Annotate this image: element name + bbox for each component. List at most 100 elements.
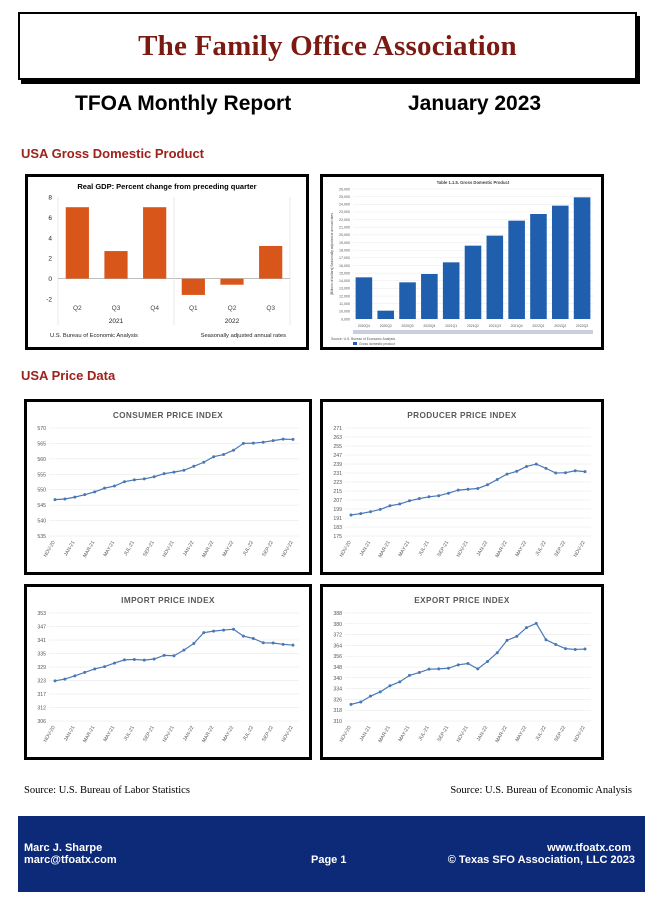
- data-point: [63, 677, 67, 681]
- x-tick-label: NOV-20: [43, 725, 57, 744]
- year-label: 2022: [225, 318, 240, 325]
- y-tick-label: 326: [333, 697, 342, 703]
- footer-email[interactable]: marc@tfoatx.com: [24, 854, 117, 866]
- data-point: [495, 651, 499, 655]
- x-tick-label: MAY-22: [514, 540, 528, 558]
- y-tick-label: 24,000: [339, 203, 350, 207]
- x-tick-label: NOV-22: [281, 540, 295, 559]
- data-point: [103, 665, 107, 669]
- data-point: [408, 499, 411, 503]
- y-tick-label: 175: [333, 534, 342, 540]
- association-name: The Family Office Association: [138, 29, 517, 62]
- data-point: [251, 636, 255, 640]
- x-tick-label: NOV-21: [456, 540, 470, 559]
- data-point: [113, 661, 116, 665]
- data-point: [456, 663, 460, 667]
- y-tick-label: 560: [37, 457, 46, 463]
- x-tick-label: NOV-21: [162, 725, 176, 744]
- x-tick-label: JUL-22: [242, 540, 255, 557]
- data-point: [427, 667, 431, 671]
- data-point: [398, 680, 402, 684]
- data-point: [544, 638, 548, 642]
- x-tick-label: Q2: [228, 305, 237, 312]
- data-point: [281, 642, 285, 646]
- y-tick-label: 570: [37, 426, 46, 432]
- x-tick-label: JAN-21: [359, 540, 373, 558]
- data-point: [162, 653, 166, 657]
- x-tick-label: Q2: [73, 305, 82, 312]
- x-tick-label: 2020Q2: [380, 324, 392, 328]
- x-tick-label: SEP-21: [142, 725, 156, 743]
- data-point: [172, 654, 176, 658]
- footer-website[interactable]: www.tfoatx.com: [547, 842, 631, 854]
- bar: [220, 278, 244, 285]
- y-tick-label: 23,000: [339, 210, 350, 214]
- data-point: [417, 671, 421, 675]
- x-tick-label: MAY-22: [221, 725, 235, 743]
- y-tick-label: 372: [333, 633, 342, 639]
- bar: [65, 207, 89, 279]
- data-point: [241, 441, 245, 445]
- data-point: [486, 659, 489, 663]
- y-tick-label: 364: [333, 643, 342, 649]
- y-tick-label: 348: [333, 665, 342, 671]
- legend-swatch: [353, 342, 357, 345]
- chart-title: Table 1.1.5. Gross Domestic Product: [437, 180, 510, 185]
- y-tick-label: 353: [37, 611, 46, 617]
- y-tick-label: 6: [48, 215, 52, 222]
- data-point: [182, 468, 186, 472]
- legend-label: Gross domestic product: [359, 342, 395, 346]
- y-tick-label: 340: [333, 676, 342, 682]
- data-point: [427, 495, 431, 499]
- data-point: [515, 634, 519, 638]
- bar: [486, 235, 504, 319]
- data-point: [534, 462, 538, 466]
- data-point: [349, 513, 353, 517]
- y-tick-label: 263: [333, 435, 342, 441]
- y-tick-label: 329: [37, 665, 46, 671]
- data-point: [222, 453, 226, 457]
- x-tick-label: Q3: [266, 305, 275, 312]
- data-point: [192, 464, 196, 468]
- x-tick-label: MAY-21: [397, 725, 411, 743]
- price-section-title: USA Price Data: [21, 368, 116, 383]
- y-tick-label: 239: [333, 462, 342, 468]
- x-tick-label: MAR-21: [82, 540, 96, 559]
- y-tick-label: -2: [46, 297, 52, 304]
- footer-page-number: Page 1: [311, 854, 347, 866]
- data-point: [113, 484, 116, 488]
- y-tick-label: 215: [333, 489, 342, 495]
- x-tick-label: 2021Q3: [489, 324, 501, 328]
- bar: [551, 205, 569, 319]
- x-tick-label: 2021Q2: [467, 324, 479, 328]
- x-axis-band: [353, 330, 593, 334]
- real-gdp-svg: Real GDP: Percent change from preceding …: [46, 182, 291, 339]
- data-point: [53, 498, 57, 502]
- x-tick-label: JAN-21: [63, 725, 77, 743]
- bar: [259, 245, 283, 279]
- x-tick-label: NOV-22: [573, 725, 587, 744]
- data-point: [525, 464, 528, 468]
- chart-title: PRODUCER PRICE INDEX: [407, 411, 517, 420]
- data-point: [271, 439, 275, 443]
- data-point: [103, 486, 107, 490]
- data-point: [466, 487, 470, 491]
- x-tick-label: MAR-21: [377, 725, 391, 744]
- y-tick-label: 0: [48, 276, 52, 283]
- data-point: [388, 504, 392, 508]
- data-point: [505, 472, 509, 476]
- y-tick-label: 380: [333, 622, 342, 628]
- x-tick-label: 2020Q4: [358, 324, 370, 328]
- ppi-chart: PRODUCER PRICE INDEX 175 183 191 199 207 215 22…: [320, 399, 604, 575]
- import-price-svg: IMPORT PRICE INDEX 306 312 317 323 329 335 341 3…: [37, 596, 299, 744]
- y-tick-label: 21,000: [339, 226, 350, 230]
- data-point: [202, 460, 206, 464]
- x-tick-label: JUL-21: [123, 725, 136, 742]
- bar: [399, 282, 416, 319]
- data-point: [241, 634, 245, 638]
- data-point: [142, 477, 146, 481]
- cpi-svg: CONSUMER PRICE INDEX 535 540 545 550 555 560 56…: [37, 411, 299, 559]
- x-tick-label: 2022Q1: [532, 324, 544, 328]
- bar: [508, 220, 525, 319]
- y-tick-label: 545: [37, 503, 46, 509]
